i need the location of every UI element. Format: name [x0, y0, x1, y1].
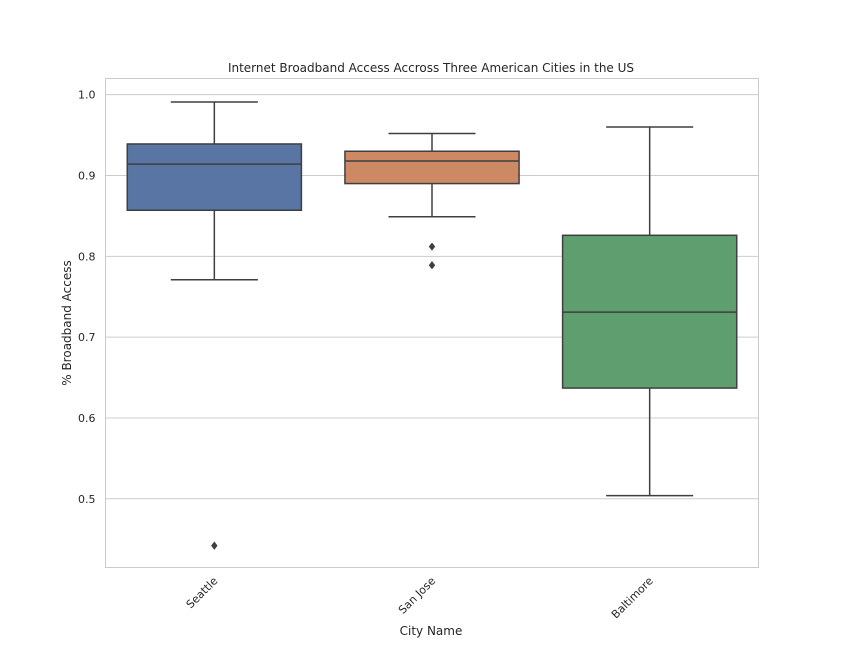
y-axis-label: % Broadband Access	[60, 260, 74, 386]
boxes	[126, 101, 738, 550]
x-tick-labels: Seattle San Jose Baltimore	[184, 574, 656, 621]
box-group-seattle	[126, 101, 303, 550]
iqr-box	[344, 150, 520, 185]
y-tick-label: 0.7	[78, 331, 96, 344]
box-group-baltimore	[561, 126, 738, 497]
y-tick-label: 1.0	[78, 89, 96, 102]
box-group-san-jose	[344, 132, 520, 270]
outlier-point	[428, 242, 436, 251]
y-tick-label: 0.8	[78, 250, 96, 263]
iqr-box	[126, 143, 303, 211]
y-tick-label: 0.6	[78, 412, 96, 425]
x-axis-label: City Name	[400, 624, 463, 638]
x-tick-label: Seattle	[184, 574, 221, 611]
outlier-point	[428, 261, 436, 270]
outlier-point	[211, 541, 218, 550]
y-tick-labels: 0.5 0.6 0.7 0.8 0.9 1.0	[78, 89, 96, 506]
chart-title: Internet Broadband Access Accross Three …	[228, 61, 634, 75]
x-tick-label: Baltimore	[609, 574, 656, 621]
y-tick-label: 0.5	[78, 493, 96, 506]
y-tick-label: 0.9	[78, 169, 96, 182]
plot-frame	[105, 78, 759, 568]
x-tick-label: San Jose	[396, 574, 438, 616]
